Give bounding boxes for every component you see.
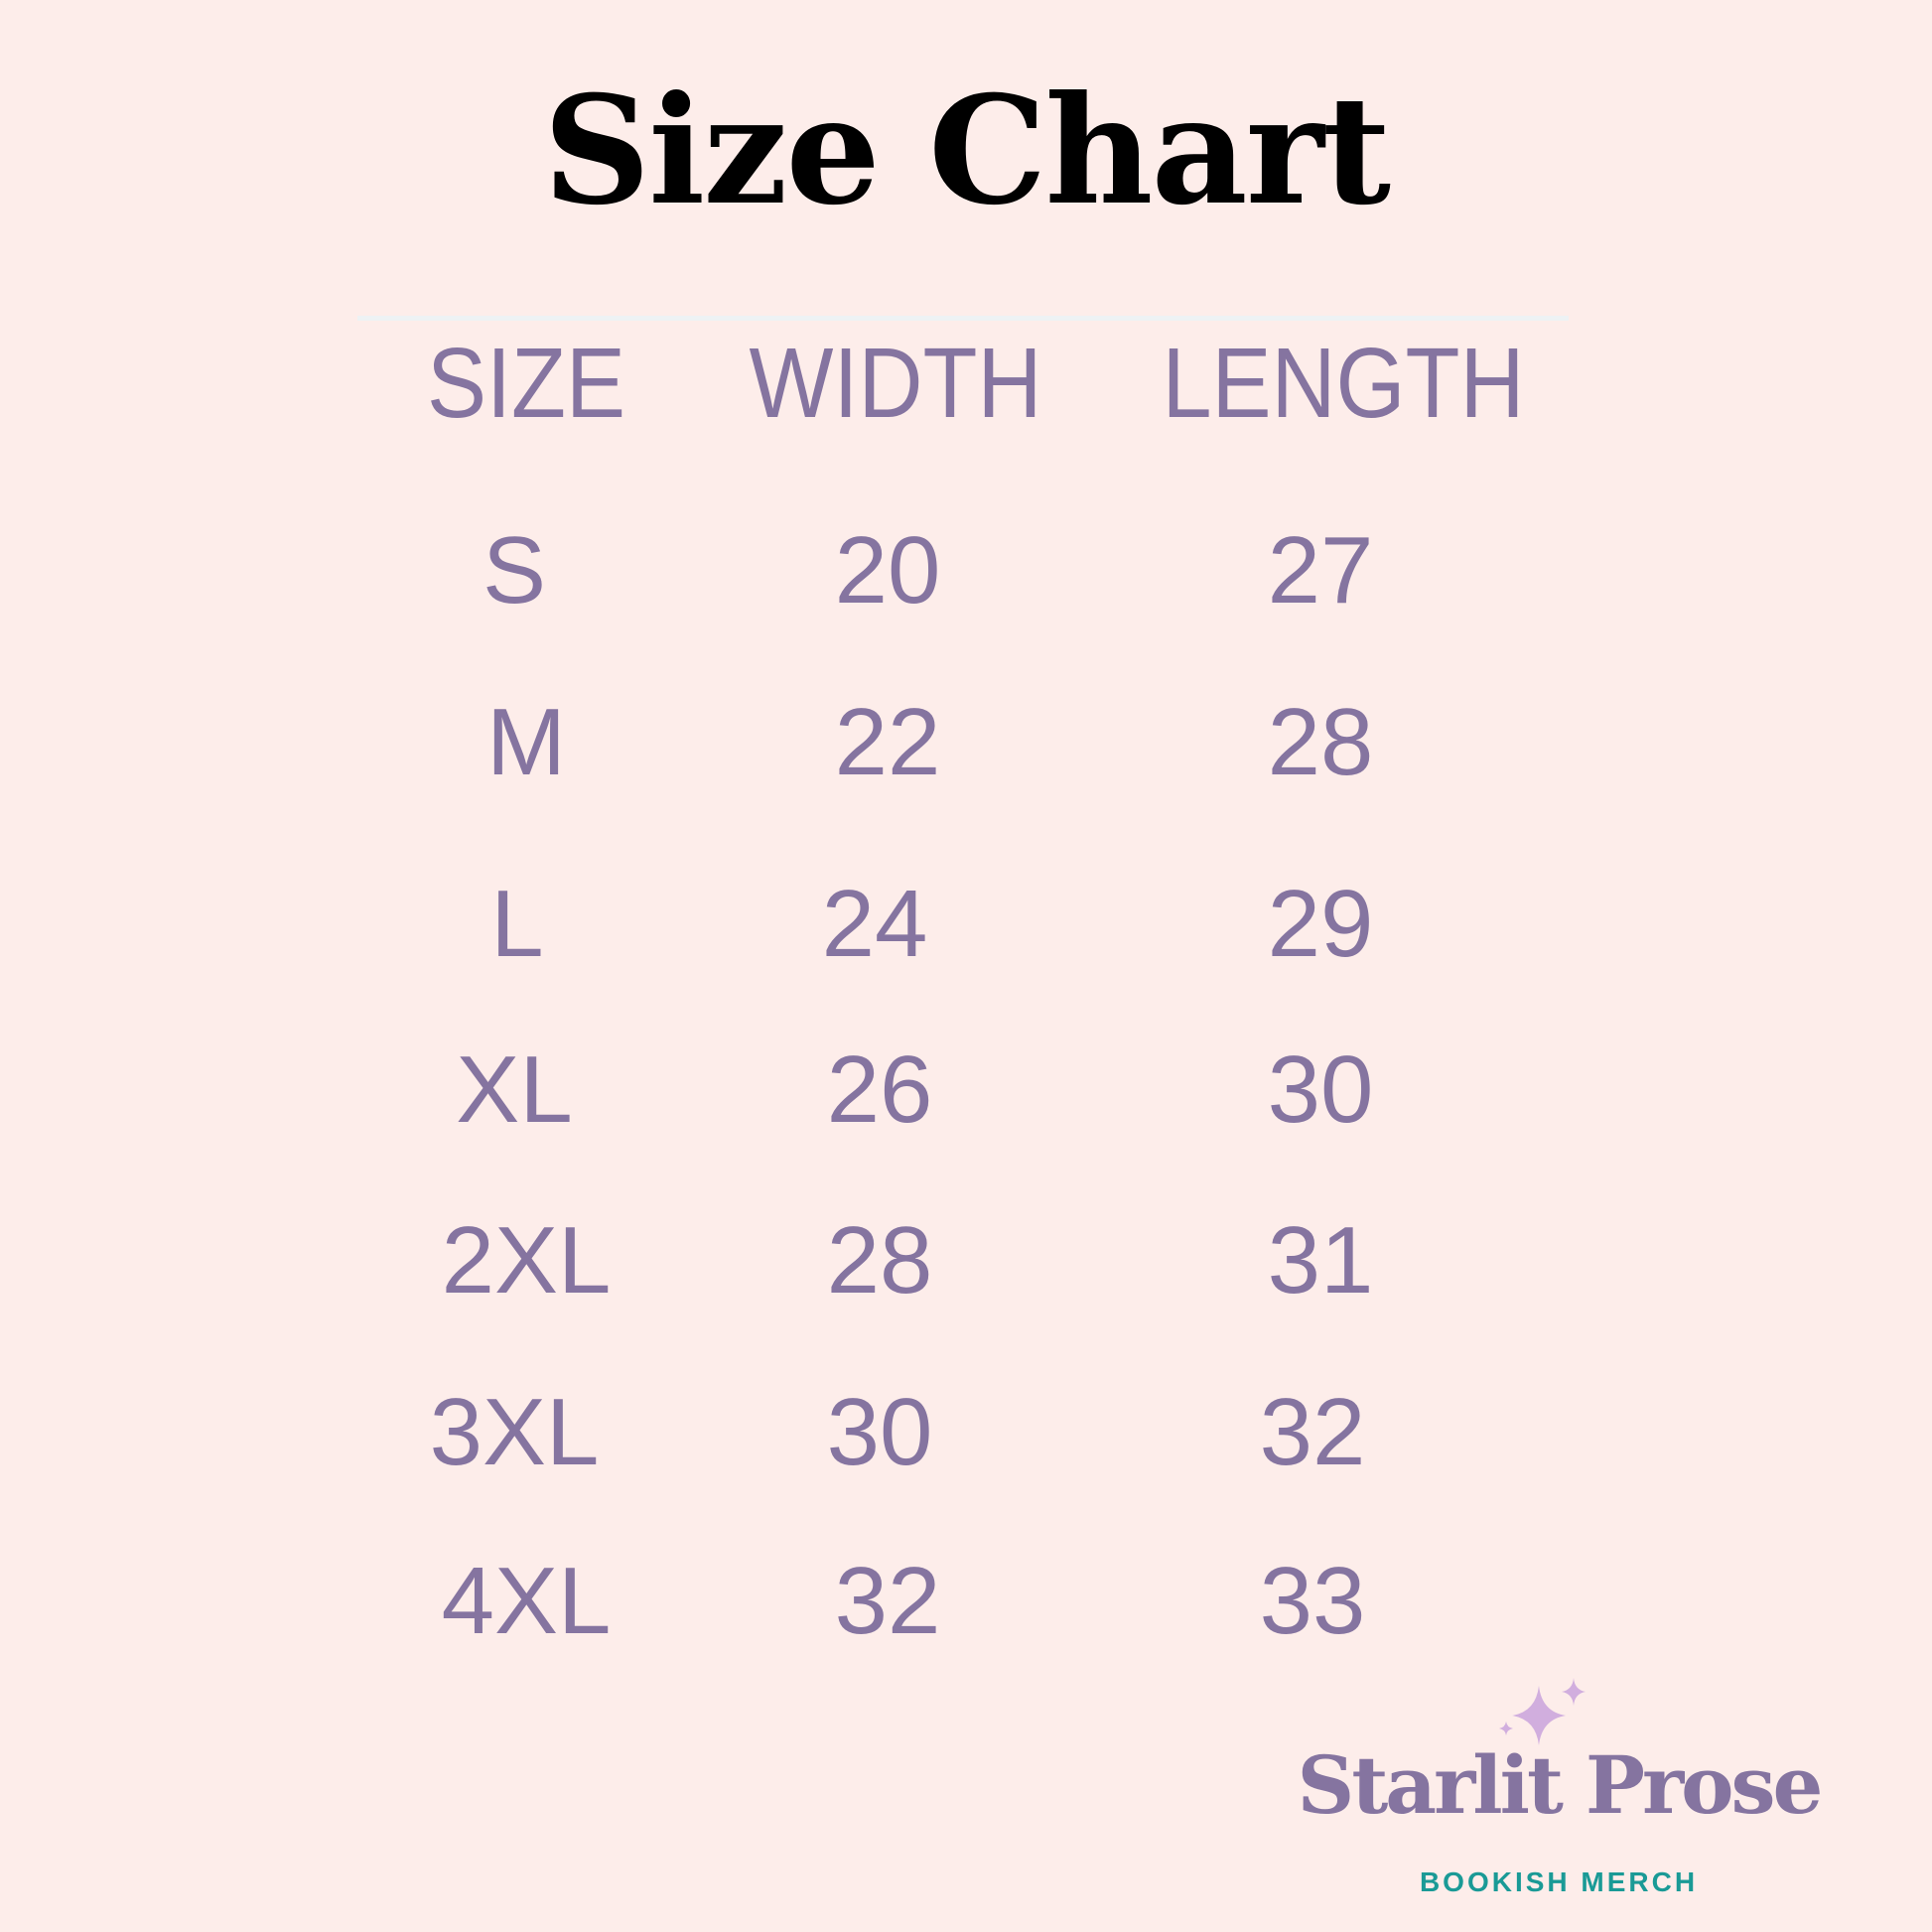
brand-logo: Starlit Prose BOOKISH MERCH <box>1196 1678 1921 1916</box>
brand-name: Starlit Prose <box>1297 1738 1824 1832</box>
width-cell: 28 <box>826 1207 933 1313</box>
header-width: WIDTH <box>749 328 1042 439</box>
width-cell: 30 <box>826 1379 933 1485</box>
sparkle-stars-icon <box>1499 1678 1586 1745</box>
length-cell: 28 <box>1267 689 1374 795</box>
header-size: SIZE <box>426 328 626 439</box>
length-cell: 27 <box>1267 517 1374 623</box>
length-cell: 32 <box>1259 1379 1366 1485</box>
sparkle-small-icon <box>1562 1678 1586 1706</box>
sparkle-tiny-icon <box>1499 1722 1513 1735</box>
size-cell: M <box>486 689 566 795</box>
length-cell: 31 <box>1267 1207 1374 1313</box>
length-cell: 33 <box>1259 1548 1366 1654</box>
width-cell: 32 <box>834 1548 941 1654</box>
size-cell: L <box>490 871 544 977</box>
width-cell: 24 <box>821 871 928 977</box>
width-cell: 20 <box>834 517 941 623</box>
size-cell: XL <box>456 1036 573 1143</box>
width-cell: 22 <box>834 689 941 795</box>
size-cell: 3XL <box>429 1379 600 1485</box>
size-cell: 4XL <box>441 1548 612 1654</box>
brand-tagline: BOOKISH MERCH <box>1419 1866 1699 1897</box>
length-cell: 30 <box>1267 1036 1374 1143</box>
size-cell: S <box>482 517 547 623</box>
sparkle-large-icon <box>1512 1686 1566 1745</box>
header-length: LENGTH <box>1162 328 1525 439</box>
size-cell: 2XL <box>441 1207 612 1313</box>
length-cell: 29 <box>1267 871 1374 977</box>
width-cell: 26 <box>826 1036 933 1143</box>
header-divider <box>357 316 1569 321</box>
page-title: Size Chart <box>542 64 1391 238</box>
